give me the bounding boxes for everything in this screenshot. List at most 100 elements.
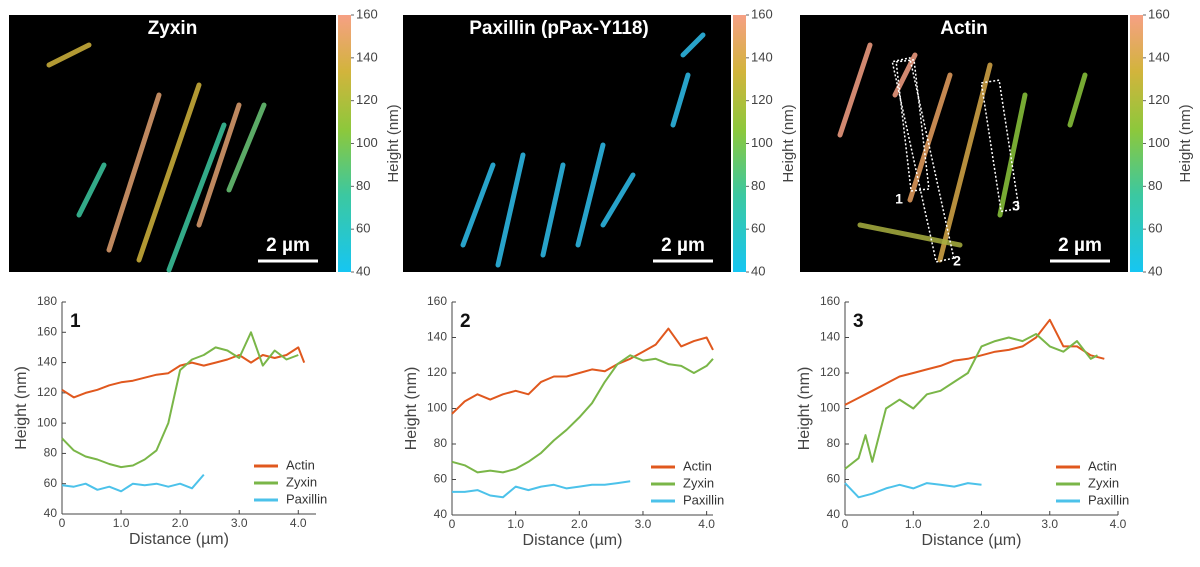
legend-label: Zyxin xyxy=(1088,475,1119,490)
structure xyxy=(460,162,496,248)
scale-bar-label: 2 µm xyxy=(1058,235,1102,256)
colorbar-tick-label: 100 xyxy=(751,135,773,150)
y-tick-label: 40 xyxy=(827,507,841,521)
colorbar-tick-label: 120 xyxy=(1148,92,1170,107)
y-tick-label: 60 xyxy=(44,476,58,490)
panel-label: 3 xyxy=(853,311,864,332)
colorbar-tick-label: 80 xyxy=(356,178,370,193)
structure xyxy=(166,122,227,273)
y-tick-label: 180 xyxy=(37,294,57,308)
x-tick-label: 0 xyxy=(842,517,849,531)
roi-label: 2 xyxy=(953,253,961,269)
structure xyxy=(670,72,691,128)
colorbar-tick-label: 160 xyxy=(1148,6,1170,21)
micrograph xyxy=(403,15,731,272)
structure xyxy=(495,152,526,268)
y-axis-label: Height (nm) xyxy=(13,366,30,450)
legend-label: Actin xyxy=(1088,458,1117,473)
structure xyxy=(46,42,92,68)
colorbar-tick-label: 140 xyxy=(356,49,378,64)
colorbar-tick-label: 160 xyxy=(356,6,378,21)
structure xyxy=(680,32,706,58)
data-line xyxy=(452,480,631,499)
structure xyxy=(857,222,963,248)
colorbar-tick-label: 160 xyxy=(751,6,773,21)
structure xyxy=(196,102,242,228)
colorbar-label: Height (nm) xyxy=(780,104,797,182)
x-tick-label: 1.0 xyxy=(905,517,922,531)
data-line xyxy=(844,318,1105,406)
colorbar xyxy=(1130,15,1143,272)
panel-label: 1 xyxy=(70,311,81,332)
legend-label: Paxillin xyxy=(1088,492,1129,507)
structure xyxy=(837,42,873,138)
structures xyxy=(460,32,706,268)
colorbar-tick-label: 40 xyxy=(751,263,765,278)
structure xyxy=(600,172,636,228)
scale-bar-label: 2 µm xyxy=(266,235,310,256)
x-axis-label: Distance (µm) xyxy=(129,531,229,548)
colorbar-tick-label: 140 xyxy=(1148,49,1170,64)
x-tick-label: 4.0 xyxy=(290,516,307,530)
colorbar-label: Height (nm) xyxy=(1177,104,1194,182)
structures xyxy=(837,42,1088,263)
structure xyxy=(997,92,1028,218)
x-tick-label: 3.0 xyxy=(231,516,248,530)
image-title: Zyxin xyxy=(148,18,198,39)
x-tick-label: 0 xyxy=(59,516,66,530)
legend-label: Zyxin xyxy=(683,475,714,490)
roi-box xyxy=(895,58,930,192)
data-line xyxy=(844,482,982,499)
y-tick-label: 160 xyxy=(37,324,57,338)
colorbar-tick-label: 80 xyxy=(1148,178,1162,193)
y-tick-label: 140 xyxy=(37,355,57,369)
y-tick-label: 140 xyxy=(427,330,447,344)
structure xyxy=(907,72,953,203)
structure xyxy=(106,92,162,253)
y-axis-label: Height (nm) xyxy=(796,367,813,451)
micrograph xyxy=(800,15,1128,272)
legend-label: Paxillin xyxy=(683,492,724,507)
roi-label: 1 xyxy=(895,191,903,207)
y-tick-label: 120 xyxy=(37,385,57,399)
x-axis-label: Distance (µm) xyxy=(523,532,623,549)
colorbar-tick-label: 60 xyxy=(1148,221,1162,236)
structure xyxy=(136,82,202,263)
y-tick-label: 60 xyxy=(434,472,448,486)
x-tick-label: 2.0 xyxy=(571,517,588,531)
structure xyxy=(937,62,993,263)
colorbar-tick-label: 80 xyxy=(751,178,765,193)
structures xyxy=(46,42,267,273)
y-tick-label: 120 xyxy=(820,365,840,379)
data-line xyxy=(61,346,306,399)
colorbar-tick-label: 60 xyxy=(356,221,370,236)
x-tick-label: 4.0 xyxy=(698,517,715,531)
colorbar-tick-label: 40 xyxy=(1148,263,1162,278)
image-title: Paxillin (pPax-Y118) xyxy=(469,18,649,39)
structure xyxy=(1067,72,1088,128)
roi-box xyxy=(980,79,1020,213)
y-tick-label: 140 xyxy=(820,330,840,344)
y-tick-label: 100 xyxy=(427,401,447,415)
colorbar-tick-label: 120 xyxy=(751,92,773,107)
x-tick-label: 3.0 xyxy=(635,517,652,531)
y-tick-label: 160 xyxy=(820,294,840,308)
data-line xyxy=(61,331,299,469)
y-tick-label: 120 xyxy=(427,365,447,379)
colorbar-label: Height (nm) xyxy=(385,104,402,182)
data-line xyxy=(61,473,205,493)
colorbar-tick-label: 140 xyxy=(751,49,773,64)
scale-bar-label: 2 µm xyxy=(661,235,705,256)
x-tick-label: 3.0 xyxy=(1041,517,1058,531)
x-axis-label: Distance (µm) xyxy=(922,532,1022,549)
structure xyxy=(226,102,267,193)
colorbar-tick-label: 100 xyxy=(356,135,378,150)
y-tick-label: 80 xyxy=(44,446,58,460)
colorbar-tick-label: 60 xyxy=(751,221,765,236)
x-tick-label: 1.0 xyxy=(113,516,130,530)
colorbar-tick-label: 100 xyxy=(1148,135,1170,150)
y-tick-label: 80 xyxy=(434,436,448,450)
x-tick-label: 1.0 xyxy=(507,517,524,531)
image-title: Actin xyxy=(940,18,988,39)
